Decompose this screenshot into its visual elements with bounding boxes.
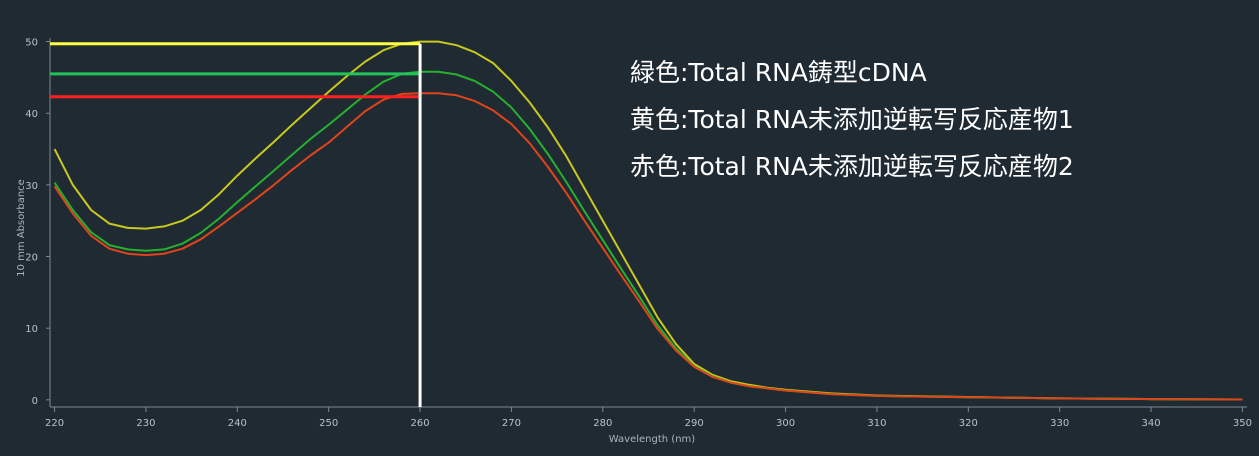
axes: 0 10 20 30 40 50 220 230 240 250 260 270 280 290 300 31… (25, 38, 1252, 429)
annotation-layer: 緑色:Total RNA鋳型cDNA 黄色:Total RNA未添加逆転写反応産… (630, 58, 1074, 181)
x-tick-label: 300 (776, 418, 795, 429)
series-line-2 (53, 92, 1243, 401)
x-tick-label: 320 (959, 418, 978, 429)
x-tick-label: 280 (593, 418, 612, 429)
x-tick-label: 250 (319, 418, 338, 429)
y-tick-label: 40 (25, 109, 38, 120)
annotation-yellow: 黄色:Total RNA未添加逆転写反応産物1 (630, 105, 1074, 134)
x-tick-label: 260 (411, 418, 430, 429)
x-tick-label: 240 (228, 418, 247, 429)
x-tick-label: 350 (1233, 418, 1252, 429)
annotation-red: 赤色:Total RNA未添加逆転写反応産物2 (630, 152, 1074, 181)
y-tick-label: 0 (32, 396, 38, 407)
highlight-layer (50, 42, 422, 407)
x-tick-label: 220 (45, 418, 64, 429)
series-layer (53, 40, 1243, 401)
y-tick-label: 20 (25, 253, 38, 264)
y-tick-label: 50 (25, 38, 38, 49)
x-tick-label: 230 (136, 418, 155, 429)
x-tick-label: 340 (1142, 418, 1161, 429)
x-tick-label: 270 (502, 418, 521, 429)
x-axis-label: Wavelength (nm) (609, 434, 695, 445)
y-tick-label: 10 (25, 324, 38, 335)
x-tick-label: 330 (1050, 418, 1069, 429)
annotation-green: 緑色:Total RNA鋳型cDNA (630, 58, 927, 87)
x-tick-label: 310 (867, 418, 886, 429)
x-tick-label: 290 (685, 418, 704, 429)
y-tick-label: 30 (25, 181, 38, 192)
y-axis-label: 10 mm Absorbance (16, 179, 27, 277)
